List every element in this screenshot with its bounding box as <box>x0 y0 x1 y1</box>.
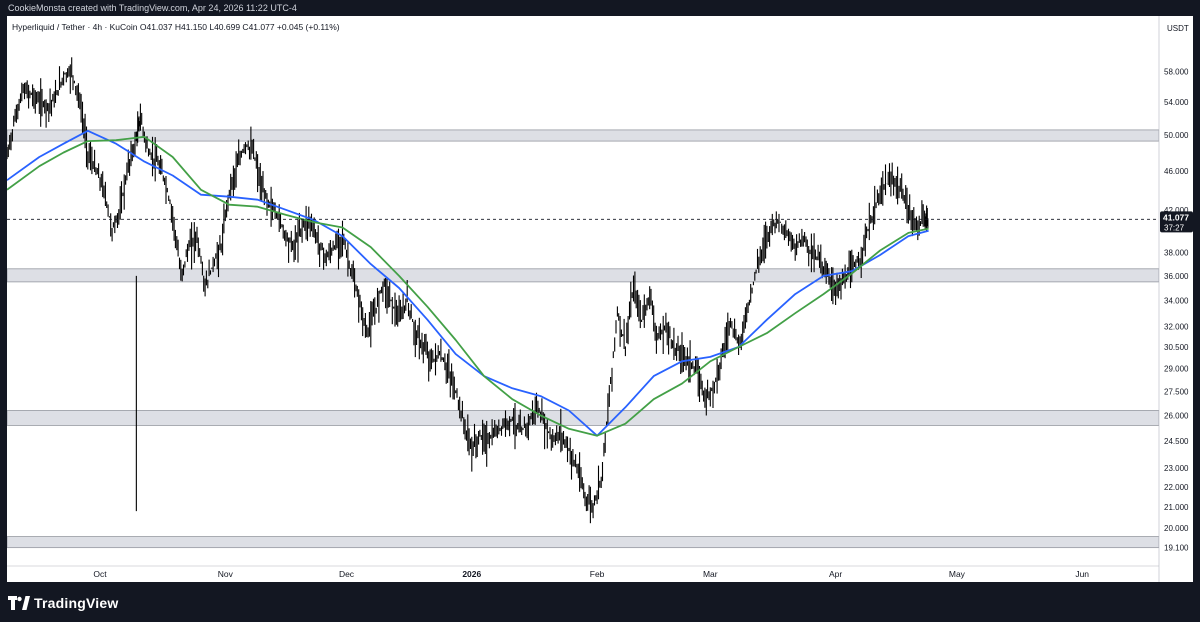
y-tick-label: 19.100 <box>1164 544 1189 553</box>
moving-average-green <box>7 135 929 437</box>
zone-band-1 <box>7 129 1160 142</box>
x-tick-label: Apr <box>829 569 842 579</box>
x-tick-label: Feb <box>590 569 605 579</box>
y-tick-label: 30.500 <box>1164 343 1189 352</box>
x-tick-label: Mar <box>703 569 718 579</box>
y-tick-label: 46.000 <box>1164 167 1189 176</box>
price-unit-label: USDT <box>1167 24 1189 33</box>
x-tick-label: Nov <box>218 569 234 579</box>
price-axis <box>1159 16 1193 582</box>
y-tick-label: 23.000 <box>1164 464 1189 473</box>
y-tick-label: 26.000 <box>1164 411 1189 420</box>
y-tick-label: 20.000 <box>1164 524 1189 533</box>
bar-countdown: 37:27 <box>1164 223 1185 232</box>
x-tick-label: Oct <box>93 569 107 579</box>
y-tick-label: 32.000 <box>1164 322 1189 331</box>
brand-name: TradingView <box>34 595 119 611</box>
y-tick-label: 54.000 <box>1164 98 1189 107</box>
y-tick-label: 27.500 <box>1164 387 1189 396</box>
x-tick-label: Dec <box>339 569 355 579</box>
price-chart[interactable]: 58.000 54.000 50.000 46.000 42.000 38.000 36.0… <box>7 16 1193 582</box>
y-tick-label: 50.000 <box>1164 131 1189 140</box>
y-tick-label: 22.000 <box>1164 483 1189 492</box>
tradingview-logo-icon <box>8 596 30 610</box>
zone-band-2 <box>7 268 1160 283</box>
last-price-tag <box>1160 211 1193 233</box>
y-tick-label: 34.000 <box>1164 296 1189 305</box>
x-tick-label: May <box>949 569 966 579</box>
symbol-ohlc-legend: Hyperliquid / Tether · 4h · KuCoin O41.0… <box>12 22 340 32</box>
chart-credit: CookieMonsta created with TradingView.co… <box>8 3 297 13</box>
x-tick-label: Jun <box>1075 569 1089 579</box>
y-tick-label: 38.000 <box>1164 249 1189 258</box>
bottom-bar <box>0 582 1200 622</box>
top-bar <box>0 0 1200 16</box>
moving-average-blue <box>7 129 929 437</box>
y-tick-label: 42.000 <box>1164 206 1189 215</box>
x-tick-label: 2026 <box>462 569 481 579</box>
y-tick-label: 29.000 <box>1164 365 1189 374</box>
y-tick-label: 58.000 <box>1164 67 1189 76</box>
y-tick-label: 21.000 <box>1164 503 1189 512</box>
brand-logo[interactable]: TradingView <box>8 595 118 611</box>
zone-band-4 <box>7 536 1160 549</box>
y-tick-label: 36.000 <box>1164 272 1189 281</box>
y-tick-label: 24.500 <box>1164 437 1189 446</box>
last-price-value: 41.077 <box>1163 212 1189 222</box>
